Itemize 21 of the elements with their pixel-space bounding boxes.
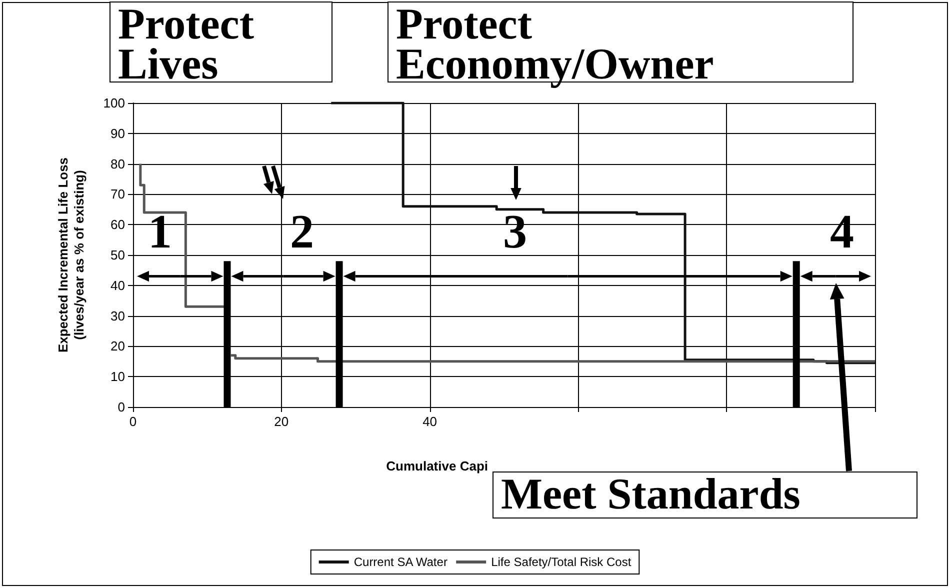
- y-tick-label: 100: [103, 96, 125, 110]
- y-tick-label: 10: [110, 369, 125, 384]
- y-tick-label: 40: [110, 278, 125, 293]
- legend-label: Life Safety/Total Risk Cost: [491, 555, 632, 569]
- x-axis-title: Cumulative Capi: [386, 458, 488, 474]
- x-tick-label: 0: [129, 414, 137, 429]
- y-tick-label: 20: [110, 338, 125, 354]
- text: Meet Standards: [501, 470, 800, 518]
- y-tick-label: 0: [118, 400, 125, 414]
- y-tick-label: 90: [110, 126, 125, 141]
- y-tick-label: 80: [110, 156, 125, 172]
- y-tick-label: 70: [110, 186, 125, 202]
- y-tick-label: 60: [110, 217, 125, 232]
- text: Protect Lives: [118, 0, 254, 88]
- x-tick-label: 20: [274, 414, 289, 429]
- text: Protect Economy/Owner: [396, 0, 714, 88]
- legend-label: Current SA Water: [354, 555, 448, 569]
- x-tick-label: 40: [422, 414, 438, 429]
- y-tick-label: 30: [110, 308, 125, 324]
- y-axis-title: Expected Incremental Life Loss (lives/year as % of existing): [56, 157, 86, 353]
- y-tick-label: 50: [110, 248, 125, 262]
